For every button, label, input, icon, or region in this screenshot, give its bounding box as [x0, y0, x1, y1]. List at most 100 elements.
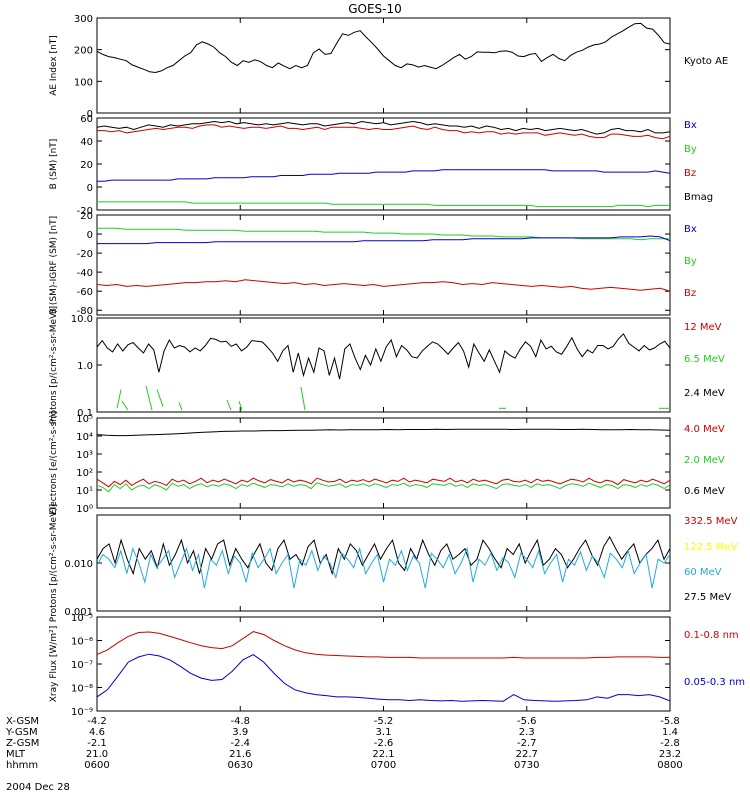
footer-value: -5.6 [517, 716, 537, 727]
y-tick-label: 10⁻⁵ [71, 613, 93, 624]
y-tick-label: -20 [77, 206, 93, 217]
footer-value: 3.9 [232, 727, 248, 738]
legend-entry: 332.5 MeV [684, 516, 738, 527]
series-line-2 [97, 653, 670, 702]
legend-entry: 0.1-0.8 nm [684, 630, 739, 641]
y-tick-label: 1.0 [77, 361, 93, 372]
footer-value: 0630 [228, 760, 253, 771]
y-tick-label: 10⁵ [76, 414, 93, 425]
series-line-2 [97, 546, 670, 589]
legend-entry: Bz [684, 168, 696, 179]
footer-value: 2.3 [519, 727, 535, 738]
legend-entry: 60 MeV [684, 567, 722, 578]
y-tick-label: 60 [80, 114, 93, 125]
footer-row-label: Z-GSM [6, 738, 39, 749]
series-segment [238, 401, 243, 411]
y-axis-label: Electrons [e/(cm²-s-sr)] [49, 411, 59, 515]
legend-entry: Bx [684, 224, 697, 235]
series-segment [156, 389, 164, 407]
y-axis-label: Xray Flux [W/m²] [49, 626, 59, 702]
y-tick-label: -60 [77, 287, 93, 298]
panel-frame [96, 417, 671, 509]
series-line-1 [97, 333, 670, 380]
footer-value: -4.8 [230, 716, 250, 727]
legend-entry: By [684, 144, 697, 155]
series-line-1 [97, 428, 670, 437]
legend-entry: 2.4 MeV [684, 388, 725, 399]
y-tick-label: 20 [80, 160, 93, 171]
series-segment [300, 386, 306, 411]
series-segment [121, 400, 129, 411]
footer-value: 0700 [371, 760, 396, 771]
y-tick-label: -40 [77, 268, 93, 279]
y-tick-label: 0.001 [64, 607, 93, 618]
legend-entry: 12 MeV [684, 322, 722, 333]
legend-entry: 2.0 MeV [684, 455, 725, 466]
y-tick-label: 10⁻⁶ [71, 637, 93, 648]
series-segment [116, 389, 122, 409]
series-line-1 [97, 535, 670, 576]
footer-value: -2.1 [87, 738, 107, 749]
y-tick-label: 10⁰ [76, 504, 93, 515]
footer-value: 0600 [84, 760, 109, 771]
y-tick-label: 0.010 [64, 559, 93, 570]
panel-5: 10⁰ 10¹ 10² 10³ 10⁴ 10⁵ Electrons [e/(cm²-s-sr… [49, 411, 725, 515]
footer-value: -5.8 [660, 716, 680, 727]
footer-value: 4.6 [89, 727, 105, 738]
footer-value: -2.7 [517, 738, 537, 749]
orbit-footer: X-GSM -4.2 -4.8 -5.2 -5.6 -5.8 Y-GSM 4.6 3.9 3.1 2… [5, 716, 683, 771]
y-tick-label: 0 [87, 230, 93, 241]
y-tick-label: 0 [87, 183, 93, 194]
y-axis-label: AE Index [nT] [49, 35, 59, 96]
legend-entry: 122.5 MeV [684, 542, 738, 553]
y-tick-label: 300 [74, 14, 93, 25]
series-segment [145, 385, 153, 411]
legend-entry: 4.0 MeV [684, 424, 725, 435]
footer-row-label: hhmm [6, 760, 38, 771]
y-axis-label: Protons [p/(cm²-s-sr-MeV)] [49, 504, 59, 622]
footer-value: 0800 [657, 760, 682, 771]
legend-entry: Bz [684, 288, 696, 299]
footer-value: 21.6 [229, 749, 251, 760]
y-tick-label: -80 [77, 306, 93, 317]
footer-value: 3.1 [376, 727, 392, 738]
y-tick-label: 10¹ [76, 486, 93, 497]
legend-entry: Kyoto AE [684, 56, 728, 67]
y-tick-label: 10³ [76, 450, 93, 461]
footer-value: 1.4 [662, 727, 678, 738]
panel-frame [96, 17, 671, 114]
footer-row-label: Y-GSM [5, 727, 38, 738]
series-segment [178, 402, 183, 411]
y-tick-label: 10.0 [71, 314, 93, 325]
series-line-3 [97, 279, 670, 292]
footer-value: -4.2 [87, 716, 107, 727]
panel-6: 0.001 0.010 Protons [p/(cm²-s-sr-MeV)] 332.… [49, 504, 738, 622]
footer-value: 22.7 [516, 749, 538, 760]
legend-entry: 0.05-0.3 nm [684, 677, 745, 688]
y-tick-label: 0.1 [77, 408, 93, 419]
date-label: 2004 Dec 28 [6, 782, 70, 793]
panel-1: 0 100 200 300 AE Index [nT] Kyoto AE [49, 14, 728, 120]
series-line-2 [97, 124, 670, 140]
y-tick-label: 10⁻⁷ [71, 660, 93, 671]
footer-row-label: MLT [6, 749, 26, 760]
panel-7: 10⁻⁹ 10⁻⁸ 10⁻⁷ 10⁻⁶ 10⁻⁵ Xray Flux [W/m²] 0.1-… [49, 613, 745, 718]
legend-entry: 0.6 MeV [684, 486, 725, 497]
series-line-3 [97, 169, 670, 182]
footer-row-label: X-GSM [6, 716, 39, 727]
y-axis-label: B (SM) [nT] [49, 139, 59, 190]
legend-entry: 27.5 MeV [684, 592, 731, 603]
y-tick-label: 10² [76, 468, 93, 479]
legend-entry: By [684, 256, 697, 267]
y-axis-label: B (SM)-IGRF (SM) [nT] [49, 216, 59, 314]
panel-frame [96, 616, 671, 712]
series-line-1 [97, 120, 670, 135]
series-line-1 [97, 631, 670, 659]
legend-entry: 6.5 MeV [684, 354, 725, 365]
footer-value: 21.0 [86, 749, 108, 760]
y-tick-label: 10⁻⁸ [71, 684, 93, 695]
series-line-2 [97, 235, 670, 245]
panel-3: -80 -60 -40 -20 0 20 B (SM)-IGRF (SM) [nT] Bx By… [49, 211, 697, 317]
